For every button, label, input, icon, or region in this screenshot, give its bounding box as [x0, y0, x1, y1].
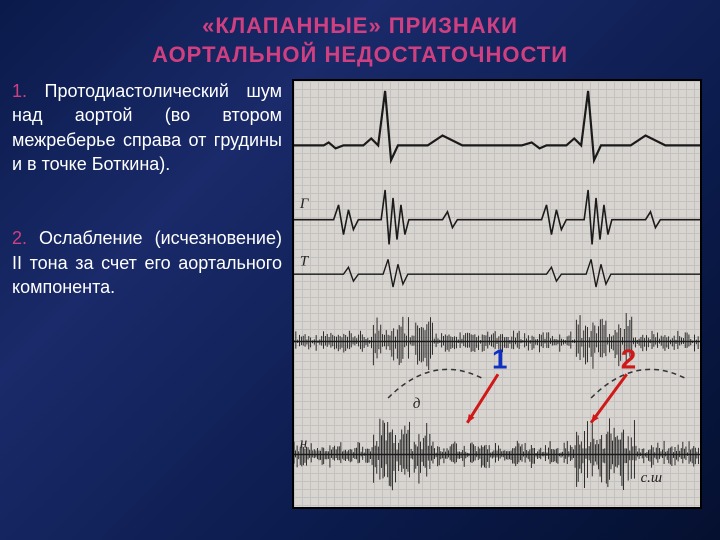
side-label-2: д — [413, 396, 421, 412]
noise-band-1 — [294, 419, 700, 491]
para-num-2: 2. — [12, 228, 27, 248]
text-column: 1. Протодиастолический шум над аортой (в… — [12, 79, 282, 509]
side-label-3: н — [300, 436, 307, 452]
side-label-1: Т — [300, 253, 310, 269]
para-text-2: Ослабление (исчезновение) II тона за сче… — [12, 228, 282, 297]
waveform-chart: 1 2 Г Тд н с.ш — [292, 79, 702, 509]
trace-pcg_hf — [294, 190, 700, 244]
para-num-1: 1. — [12, 81, 27, 101]
annotation-arrow-1 — [467, 374, 498, 423]
annotation-arrow-2 — [591, 374, 627, 423]
dashed-arc-1 — [591, 370, 685, 399]
side-label-0: Г — [299, 196, 309, 212]
annotation-label-1: 1 — [492, 343, 507, 374]
paragraph-1: 1. Протодиастолический шум над аортой (в… — [12, 79, 282, 176]
waveform-svg: 1 2 Г Тд н с.ш — [294, 81, 700, 507]
trace-pcg_lf — [294, 260, 700, 288]
title-line1: «КЛАПАННЫЕ» ПРИЗНАКИ — [0, 12, 720, 41]
dashed-arc-0 — [388, 370, 482, 399]
trace-ecg — [294, 91, 700, 160]
title-line2: АОРТАЛЬНОЙ НЕДОСТАТОЧНОСТИ — [0, 41, 720, 70]
annotation-label-2: 2 — [621, 343, 636, 374]
paragraph-2: 2. Ослабление (исчезновение) II тона за … — [12, 226, 282, 299]
para-text-1: Протодиастолический шум над аортой (во в… — [12, 81, 282, 174]
side-label-4: с.ш — [641, 470, 663, 486]
